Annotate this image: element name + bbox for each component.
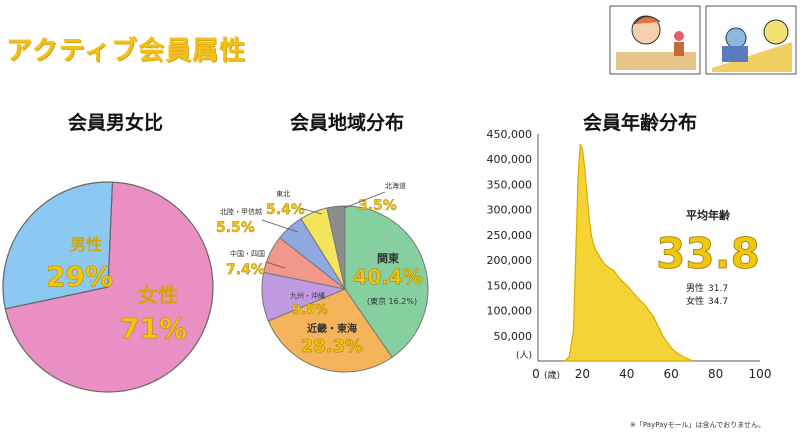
- age-xtick-3: 60: [664, 367, 679, 381]
- illustration-panel-right: [705, 5, 797, 75]
- age-chart-title: 会員年齢分布: [583, 112, 698, 134]
- region-value-6: 3.5%: [358, 198, 397, 214]
- avg-age-value: 33.8: [656, 229, 760, 278]
- age-y-unit: (人): [516, 350, 532, 361]
- age-xtick-1: 20: [575, 367, 590, 381]
- age-ytick-6: 150,000: [487, 279, 533, 292]
- region-value-1: 28.3%: [301, 336, 363, 357]
- avg-age-male-label: 男性: [686, 282, 704, 294]
- age-x-unit: (歳): [544, 369, 560, 381]
- region-leader-6: [343, 191, 386, 209]
- illustration: [609, 5, 797, 75]
- region-label-6: 北海道: [385, 181, 406, 190]
- page-title: アクティブ会員属性: [6, 36, 247, 66]
- age-ytick-3: 300,000: [487, 204, 533, 217]
- region-label-2: 九州・沖縄: [290, 291, 325, 300]
- age-xtick-5: 100: [749, 367, 772, 381]
- region-value-3: 7.4%: [226, 262, 265, 278]
- region-value-2: 9.5%: [292, 303, 328, 318]
- gender-value-male: 29%: [46, 260, 113, 293]
- region-label-3: 中国・四国: [230, 249, 265, 258]
- avg-age-female-value: 34.7: [708, 297, 728, 307]
- region-slice-6: [326, 205, 346, 290]
- age-ytick-2: 350,000: [487, 178, 533, 191]
- gender-slice-female: [4, 181, 214, 393]
- age-xtick-2: 40: [619, 367, 634, 381]
- age-ytick-4: 250,000: [487, 229, 533, 242]
- illustration-panel-left: [609, 5, 701, 75]
- gender-value-female: 71%: [120, 312, 187, 345]
- age-ytick-8: 50,000: [494, 330, 533, 343]
- region-label-0: 関東: [377, 251, 400, 265]
- age-ytick-5: 200,000: [487, 254, 533, 267]
- region-label-5: 東北: [276, 189, 290, 198]
- age-area-chart: 450,000 400,000 350,000 300,000 250,000 200,0…: [487, 128, 772, 381]
- age-xtick-0: 0: [532, 367, 540, 381]
- age-area: [563, 143, 694, 362]
- gender-pie: 男性 29% 女性 71%: [2, 181, 214, 393]
- gender-label-female: 女性: [138, 283, 178, 307]
- region-slice-1: [267, 288, 393, 373]
- avg-age-male-value: 31.7: [708, 284, 728, 294]
- region-leader-4: [261, 219, 299, 233]
- gender-label-male: 男性: [70, 235, 102, 254]
- region-value-0: 40.4%: [353, 265, 422, 289]
- region-sublabel-0: (東京 16.2%): [367, 296, 417, 306]
- region-label-4: 北陸・甲信越: [220, 207, 262, 216]
- gender-chart-title: 会員男女比: [68, 112, 164, 134]
- avg-age-label: 平均年齢: [686, 208, 731, 222]
- region-label-1: 近畿・東海: [307, 322, 357, 335]
- region-chart-title: 会員地域分布: [290, 112, 405, 134]
- region-slice-0: [344, 205, 429, 359]
- avg-age-female-label: 女性: [686, 295, 704, 307]
- age-ytick-7: 100,000: [487, 305, 533, 318]
- footnote: ※「PayPayモール」は含んでおりません。: [630, 421, 765, 429]
- region-value-4: 5.5%: [216, 220, 255, 236]
- age-ytick-1: 400,000: [487, 153, 533, 166]
- region-leader-3: [265, 261, 286, 269]
- age-ytick-0: 450,000: [487, 128, 533, 141]
- region-leader-5: [299, 207, 323, 215]
- region-value-5: 5.4%: [266, 202, 305, 218]
- age-xtick-4: 80: [708, 367, 723, 381]
- gender-slice-male: [2, 181, 114, 310]
